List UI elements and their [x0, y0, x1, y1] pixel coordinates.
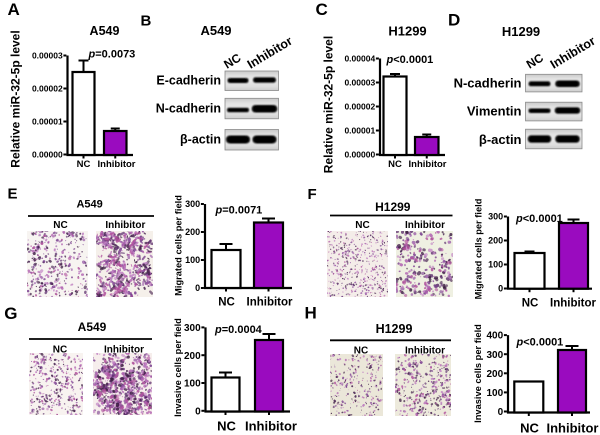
- svg-text:NC: NC: [520, 421, 539, 435]
- svg-text:100: 100: [185, 255, 200, 265]
- svg-text:N-cadherin: N-cadherin: [156, 102, 221, 116]
- svg-text:A: A: [8, 0, 20, 19]
- svg-text:Invasive cells per field: Invasive cells per field: [173, 318, 183, 417]
- svg-text:Migrated cells per field: Migrated cells per field: [174, 195, 184, 296]
- svg-text:β-actin: β-actin: [180, 133, 221, 147]
- svg-text:0.00003: 0.00003: [344, 78, 375, 88]
- svg-text:0.00001: 0.00001: [32, 117, 63, 127]
- svg-text:p<0.0001: p<0.0001: [516, 337, 564, 349]
- svg-text:Vimentin: Vimentin: [467, 104, 522, 119]
- svg-text:Relative miR-32-5p level: Relative miR-32-5p level: [9, 30, 23, 167]
- svg-text:0: 0: [498, 284, 503, 294]
- svg-text:H: H: [305, 304, 317, 323]
- svg-text:NC: NC: [355, 220, 369, 231]
- svg-text:NC: NC: [218, 297, 235, 309]
- svg-text:p<0.0001: p<0.0001: [386, 54, 434, 66]
- svg-text:NC: NC: [388, 159, 402, 170]
- svg-text:100: 100: [487, 388, 504, 399]
- svg-text:Inhibitor: Inhibitor: [547, 421, 599, 435]
- svg-text:Inhibitor: Inhibitor: [245, 419, 297, 434]
- svg-text:Relative miR-32-5p level: Relative miR-32-5p level: [322, 36, 336, 173]
- svg-text:p=0.0004: p=0.0004: [214, 324, 263, 336]
- svg-text:H1299: H1299: [502, 24, 540, 39]
- svg-text:200: 200: [184, 351, 201, 362]
- svg-text:300: 300: [487, 350, 504, 361]
- svg-text:NC: NC: [217, 419, 236, 434]
- svg-text:A549: A549: [78, 320, 107, 334]
- svg-text:A549: A549: [90, 24, 120, 38]
- svg-text:0.00004: 0.00004: [344, 54, 375, 64]
- svg-text:300: 300: [185, 199, 200, 209]
- svg-text:0: 0: [195, 406, 201, 417]
- svg-text:H1299: H1299: [376, 322, 413, 336]
- svg-text:NC: NC: [522, 298, 539, 310]
- svg-text:p=0.0071: p=0.0071: [215, 205, 263, 217]
- svg-text:F: F: [308, 186, 317, 203]
- svg-text:D: D: [448, 10, 460, 29]
- svg-text:400: 400: [487, 331, 504, 342]
- svg-text:300: 300: [488, 212, 503, 222]
- svg-text:N-cadherin: N-cadherin: [454, 76, 522, 91]
- svg-text:200: 200: [185, 227, 200, 237]
- svg-text:H1299: H1299: [388, 24, 426, 39]
- svg-text:B: B: [141, 13, 152, 30]
- svg-text:Inhibitor: Inhibitor: [409, 159, 447, 170]
- svg-text:100: 100: [184, 379, 201, 390]
- svg-text:Inhibitor: Inhibitor: [104, 345, 144, 356]
- svg-text:Inhibitor: Inhibitor: [98, 159, 136, 170]
- svg-text:E-cadherin: E-cadherin: [156, 74, 221, 88]
- svg-text:G: G: [4, 304, 17, 323]
- svg-text:0: 0: [498, 407, 504, 418]
- svg-text:Inhibitor: Inhibitor: [405, 220, 445, 231]
- svg-text:0: 0: [195, 283, 200, 293]
- svg-text:C: C: [316, 0, 328, 19]
- svg-text:p=0.0073: p=0.0073: [88, 49, 136, 61]
- svg-text:100: 100: [488, 260, 503, 270]
- svg-text:0.00000: 0.00000: [32, 150, 63, 160]
- svg-text:H1299: H1299: [375, 200, 411, 214]
- svg-text:0.00000: 0.00000: [344, 150, 375, 160]
- svg-text:Inhibitor: Inhibitor: [105, 220, 145, 231]
- svg-text:NC: NC: [77, 159, 91, 170]
- svg-text:0.00002: 0.00002: [32, 84, 63, 94]
- svg-text:0.00001: 0.00001: [344, 126, 375, 136]
- svg-text:200: 200: [488, 236, 503, 246]
- svg-text:0.00002: 0.00002: [344, 102, 375, 112]
- svg-text:Migrated cells per field: Migrated cells per field: [474, 198, 484, 299]
- svg-text:NC: NC: [354, 346, 368, 357]
- svg-text:E: E: [8, 186, 18, 203]
- svg-text:300: 300: [184, 323, 201, 334]
- svg-text:A549: A549: [76, 199, 102, 211]
- svg-text:Inhibitor: Inhibitor: [405, 346, 445, 357]
- svg-text:A549: A549: [200, 23, 231, 38]
- svg-text:Invasive cells per field: Invasive cells per field: [473, 324, 483, 423]
- svg-text:Inhibitor: Inhibitor: [550, 298, 597, 310]
- svg-text:NC: NC: [53, 220, 67, 231]
- svg-text:200: 200: [487, 369, 504, 380]
- svg-text:p<0.0001: p<0.0001: [515, 213, 563, 225]
- svg-text:0.00003: 0.00003: [32, 51, 63, 61]
- svg-text:Inhibitor: Inhibitor: [247, 297, 294, 309]
- svg-text:β-actin: β-actin: [479, 132, 522, 147]
- svg-text:NC: NC: [53, 345, 67, 356]
